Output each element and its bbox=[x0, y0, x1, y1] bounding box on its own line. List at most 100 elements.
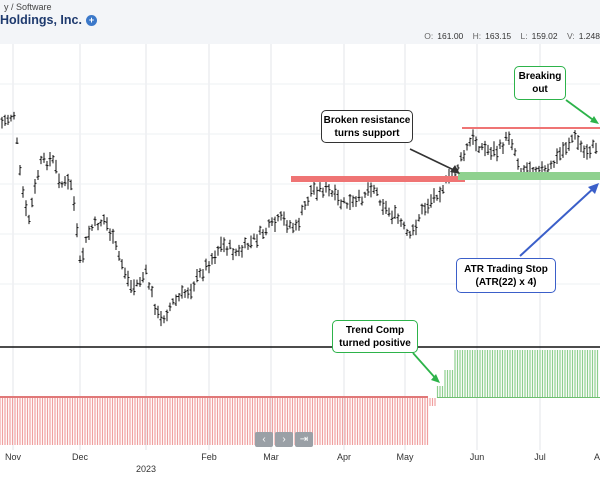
price-bar bbox=[429, 194, 433, 208]
price-bar bbox=[117, 251, 121, 261]
price-bar bbox=[303, 201, 307, 210]
price-bar bbox=[369, 182, 373, 198]
price-bar bbox=[564, 142, 568, 155]
price-bar bbox=[9, 114, 13, 122]
price-bar bbox=[102, 214, 106, 225]
price-bar bbox=[282, 211, 286, 226]
sector-label: y / Software bbox=[4, 2, 52, 12]
price-bar bbox=[144, 264, 148, 275]
price-bar bbox=[501, 142, 505, 154]
price-bar bbox=[105, 217, 109, 231]
price-bar bbox=[63, 176, 67, 187]
price-bar bbox=[210, 253, 214, 265]
price-bar bbox=[294, 219, 298, 231]
open-label: O: bbox=[424, 31, 434, 41]
price-bar bbox=[213, 250, 217, 264]
price-bar bbox=[417, 214, 421, 222]
price-bar bbox=[147, 282, 151, 290]
broken-resistance-callout: Broken resistance turns support bbox=[321, 110, 413, 143]
price-bar bbox=[237, 244, 241, 257]
atr-stop-line2: (ATR(22) x 4) bbox=[475, 276, 537, 288]
price-bar bbox=[561, 142, 565, 158]
price-bar bbox=[309, 185, 313, 197]
price-chart[interactable] bbox=[0, 44, 600, 450]
price-bar bbox=[72, 196, 76, 211]
low-label: L: bbox=[520, 31, 528, 41]
price-bar bbox=[54, 159, 58, 174]
price-bar bbox=[366, 182, 370, 196]
price-bar bbox=[291, 222, 295, 234]
price-bar bbox=[126, 270, 130, 287]
price-bar bbox=[93, 216, 97, 227]
price-bar bbox=[579, 140, 583, 153]
price-bar bbox=[594, 142, 598, 154]
price-bar bbox=[405, 228, 409, 236]
price-bar bbox=[192, 281, 196, 292]
price-bar bbox=[396, 213, 400, 224]
price-bar bbox=[465, 143, 469, 151]
price-bar bbox=[426, 198, 430, 214]
price-bar bbox=[414, 219, 418, 236]
arrow-head-trend-comp bbox=[431, 374, 440, 383]
scroll-left-button[interactable]: ‹ bbox=[255, 432, 273, 447]
info-icon[interactable]: + bbox=[85, 15, 97, 26]
arrow-breaking-out bbox=[565, 99, 597, 123]
price-bar bbox=[186, 287, 190, 299]
open-value: 161.00 bbox=[437, 31, 464, 41]
price-bar bbox=[195, 268, 199, 283]
x-label: Mar bbox=[263, 452, 279, 462]
price-bar bbox=[387, 207, 391, 217]
price-bar bbox=[120, 259, 124, 270]
price-bar bbox=[198, 268, 202, 278]
price-bar bbox=[327, 184, 331, 197]
price-bar bbox=[255, 234, 259, 248]
price-bar bbox=[87, 225, 91, 241]
price-bar bbox=[348, 193, 352, 210]
price-bar bbox=[123, 267, 127, 279]
price-bar bbox=[6, 114, 10, 125]
price-bar bbox=[48, 152, 52, 167]
scroll-end-button[interactable]: ⇥ bbox=[295, 432, 313, 447]
price-bar bbox=[108, 228, 112, 241]
price-bar bbox=[573, 130, 577, 140]
price-bar bbox=[51, 154, 55, 164]
scroll-right-button[interactable]: › bbox=[275, 432, 293, 447]
trend-comp-text: Trend Comp turned positive bbox=[339, 324, 411, 349]
price-bar bbox=[69, 179, 73, 191]
price-bar bbox=[477, 146, 481, 153]
price-bar bbox=[30, 197, 34, 208]
price-bar bbox=[510, 139, 514, 151]
price-bar bbox=[150, 285, 154, 298]
price-bar bbox=[27, 214, 31, 225]
company-name: Holdings, Inc. bbox=[0, 13, 82, 27]
breaking-out-text: Breaking out bbox=[518, 71, 562, 95]
arrow-head-atr-stop bbox=[588, 183, 599, 194]
price-bar bbox=[21, 186, 25, 198]
price-bar bbox=[111, 228, 115, 244]
price-bar bbox=[60, 181, 64, 188]
price-bar bbox=[558, 147, 562, 161]
histogram-zero-line bbox=[0, 396, 428, 398]
price-bar bbox=[333, 184, 337, 201]
price-bar bbox=[297, 217, 301, 231]
price-bar bbox=[39, 155, 43, 165]
price-bar bbox=[183, 289, 187, 298]
price-bar bbox=[441, 184, 445, 194]
arrow-atr-stop bbox=[519, 185, 597, 257]
price-bar bbox=[342, 197, 346, 204]
price-bar bbox=[582, 145, 586, 159]
price-bar bbox=[462, 149, 466, 162]
price-bar bbox=[408, 230, 412, 239]
price-bar bbox=[177, 293, 181, 302]
x-label: May bbox=[396, 452, 414, 462]
price-bar bbox=[540, 161, 544, 174]
price-bar bbox=[354, 196, 358, 207]
price-bar bbox=[225, 246, 229, 256]
price-bar bbox=[279, 211, 283, 221]
price-bar bbox=[351, 195, 355, 208]
price-bar bbox=[189, 283, 193, 300]
price-bar bbox=[156, 305, 160, 319]
trend-comp-histogram bbox=[0, 350, 600, 445]
price-bar bbox=[585, 144, 589, 160]
price-bar bbox=[228, 239, 232, 250]
